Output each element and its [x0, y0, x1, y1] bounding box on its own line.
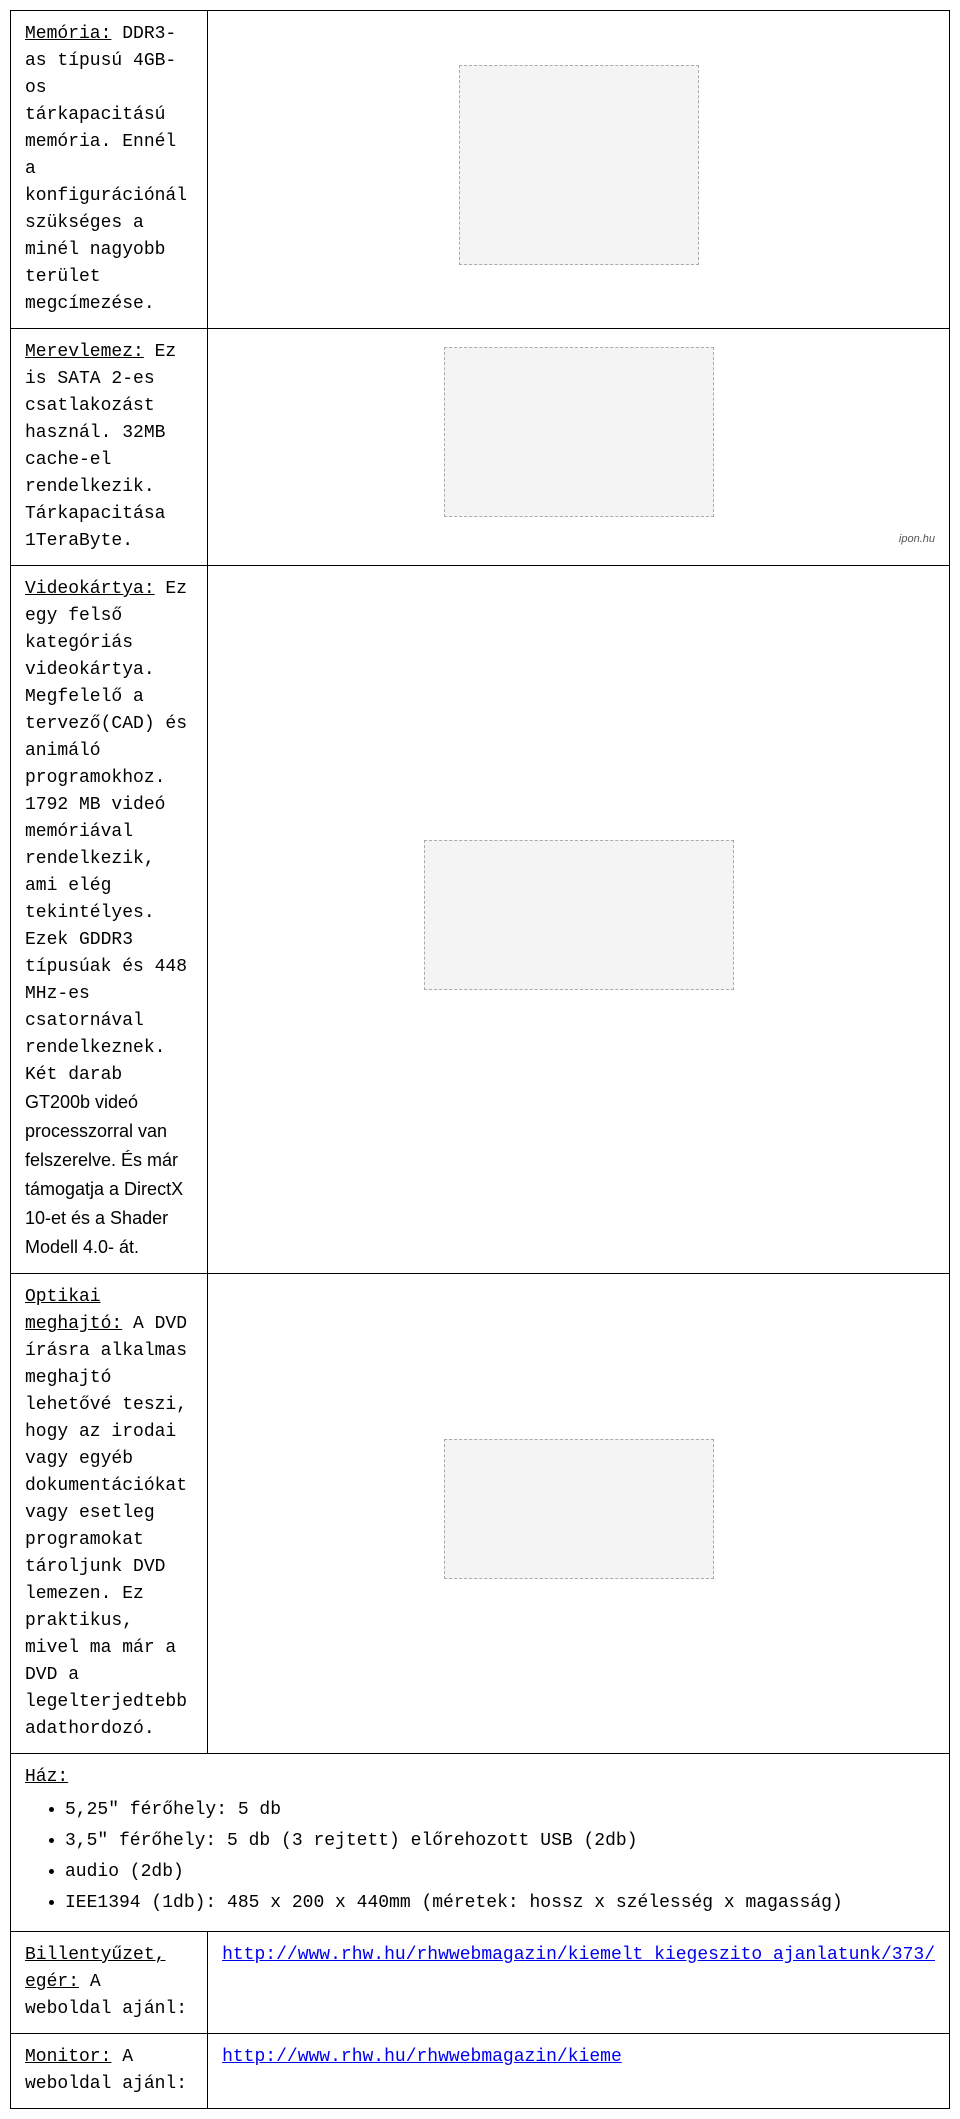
list-item: 5,25" férőhely: 5 db: [65, 1797, 935, 1824]
case-label: Ház:: [25, 1767, 68, 1787]
keyboard-link[interactable]: http://www.rhw.hu/rhwwebmagazin/kiemelt_…: [222, 1945, 935, 1965]
row-optical: Optikai meghajtó: A DVD írásra alkalmas …: [11, 1274, 950, 1754]
hdd-image: [444, 347, 714, 517]
optical-image: [444, 1439, 714, 1579]
row-gpu: Videokártya: Ez egy felső kategóriás vid…: [11, 566, 950, 1274]
hdd-text: Ez is SATA 2-es csatlakozást használ. 32…: [25, 342, 176, 551]
row-keyboard: Billentyűzet, egér: A weboldal ajánl: ht…: [11, 1932, 950, 2034]
gpu-text1: Ez egy felső kategóriás videokártya. Meg…: [25, 579, 187, 1085]
case-list: 5,25" férőhely: 5 db 3,5" férőhely: 5 db…: [25, 1797, 935, 1917]
monitor-link[interactable]: http://www.rhw.hu/rhwwebmagazin/kieme: [222, 2047, 622, 2067]
monitor-label: Monitor:: [25, 2047, 111, 2067]
optical-text: A DVD írásra alkalmas meghajtó lehetővé …: [25, 1314, 187, 1739]
memory-text: DDR3-as típusú 4GB-os tárkapacitású memó…: [25, 24, 187, 314]
spec-table: Memória: DDR3-as típusú 4GB-os tárkapaci…: [10, 10, 950, 2109]
list-item: IEE1394 (1db): 485 x 200 x 440mm (mérete…: [65, 1890, 935, 1917]
gpu-image: [424, 840, 734, 990]
memory-image: [459, 65, 699, 265]
row-monitor: Monitor: A weboldal ajánl: http://www.rh…: [11, 2034, 950, 2109]
row-case: Ház: 5,25" férőhely: 5 db 3,5" férőhely:…: [11, 1754, 950, 1932]
row-memory: Memória: DDR3-as típusú 4GB-os tárkapaci…: [11, 11, 950, 329]
optical-label: Optikai meghajtó:: [25, 1287, 122, 1334]
gpu-sans1: GT200b videó processzorral van felszerel…: [25, 1092, 183, 1257]
list-item: 3,5" férőhely: 5 db (3 rejtett) előrehoz…: [65, 1828, 935, 1855]
row-hdd: Merevlemez: Ez is SATA 2-es csatlakozást…: [11, 329, 950, 566]
hdd-label: Merevlemez:: [25, 342, 144, 362]
memory-label: Memória:: [25, 24, 111, 44]
list-item: audio (2db): [65, 1859, 935, 1886]
gpu-label: Videokártya:: [25, 579, 155, 599]
hdd-watermark: ipon.hu: [222, 531, 935, 548]
